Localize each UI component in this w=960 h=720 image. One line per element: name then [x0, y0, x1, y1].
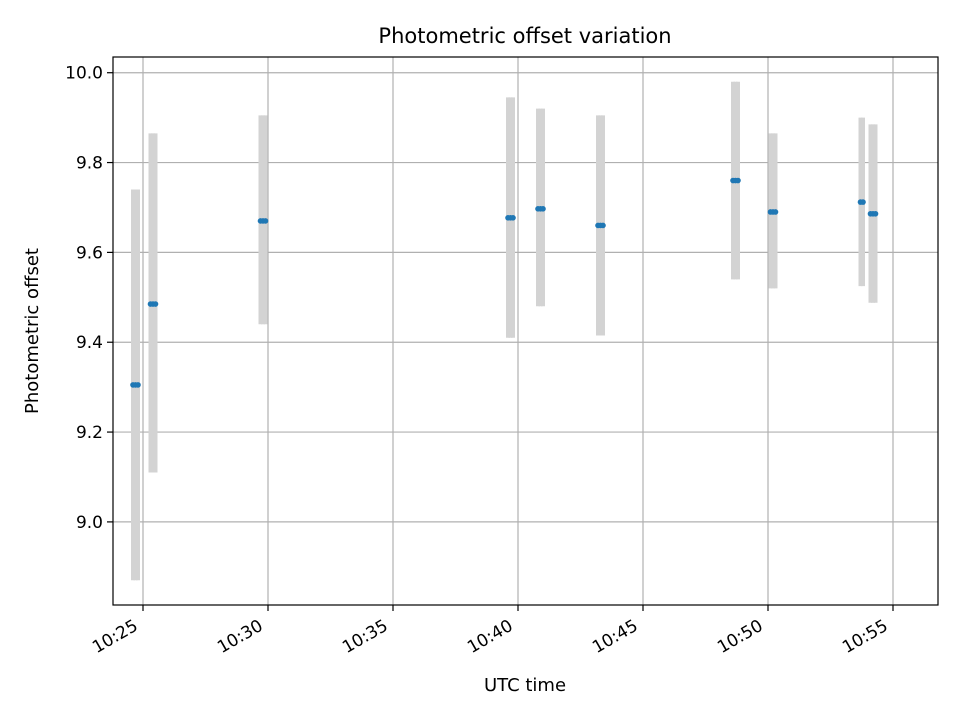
- data-point: [540, 206, 546, 212]
- data-point: [872, 210, 879, 217]
- data-point: [600, 222, 606, 229]
- data-point: [735, 177, 741, 184]
- y-tick-label: 9.0: [76, 513, 103, 533]
- y-tick-label: 9.8: [76, 154, 103, 174]
- data-point: [860, 199, 866, 205]
- y-tick-label: 9.4: [76, 333, 103, 353]
- plot-frame: [112, 56, 939, 606]
- grid: [113, 57, 938, 605]
- data-point: [510, 215, 516, 221]
- data-point: [772, 209, 779, 215]
- y-axis-ticks: 9.0 9.2 9.4 9.6 9.8 10.0: [65, 64, 113, 533]
- data-points: [130, 177, 879, 388]
- y-axis-label: Photometric offset: [22, 248, 43, 414]
- y-tick-label: 9.6: [76, 243, 103, 263]
- data-point: [262, 218, 269, 224]
- y-tick-label: 10.0: [65, 64, 103, 84]
- data-point: [152, 301, 159, 307]
- y-tick-label: 9.2: [76, 423, 103, 443]
- chart-title: Photometric offset variation: [378, 24, 671, 48]
- data-point: [135, 382, 141, 388]
- x-axis-label: UTC time: [484, 675, 566, 696]
